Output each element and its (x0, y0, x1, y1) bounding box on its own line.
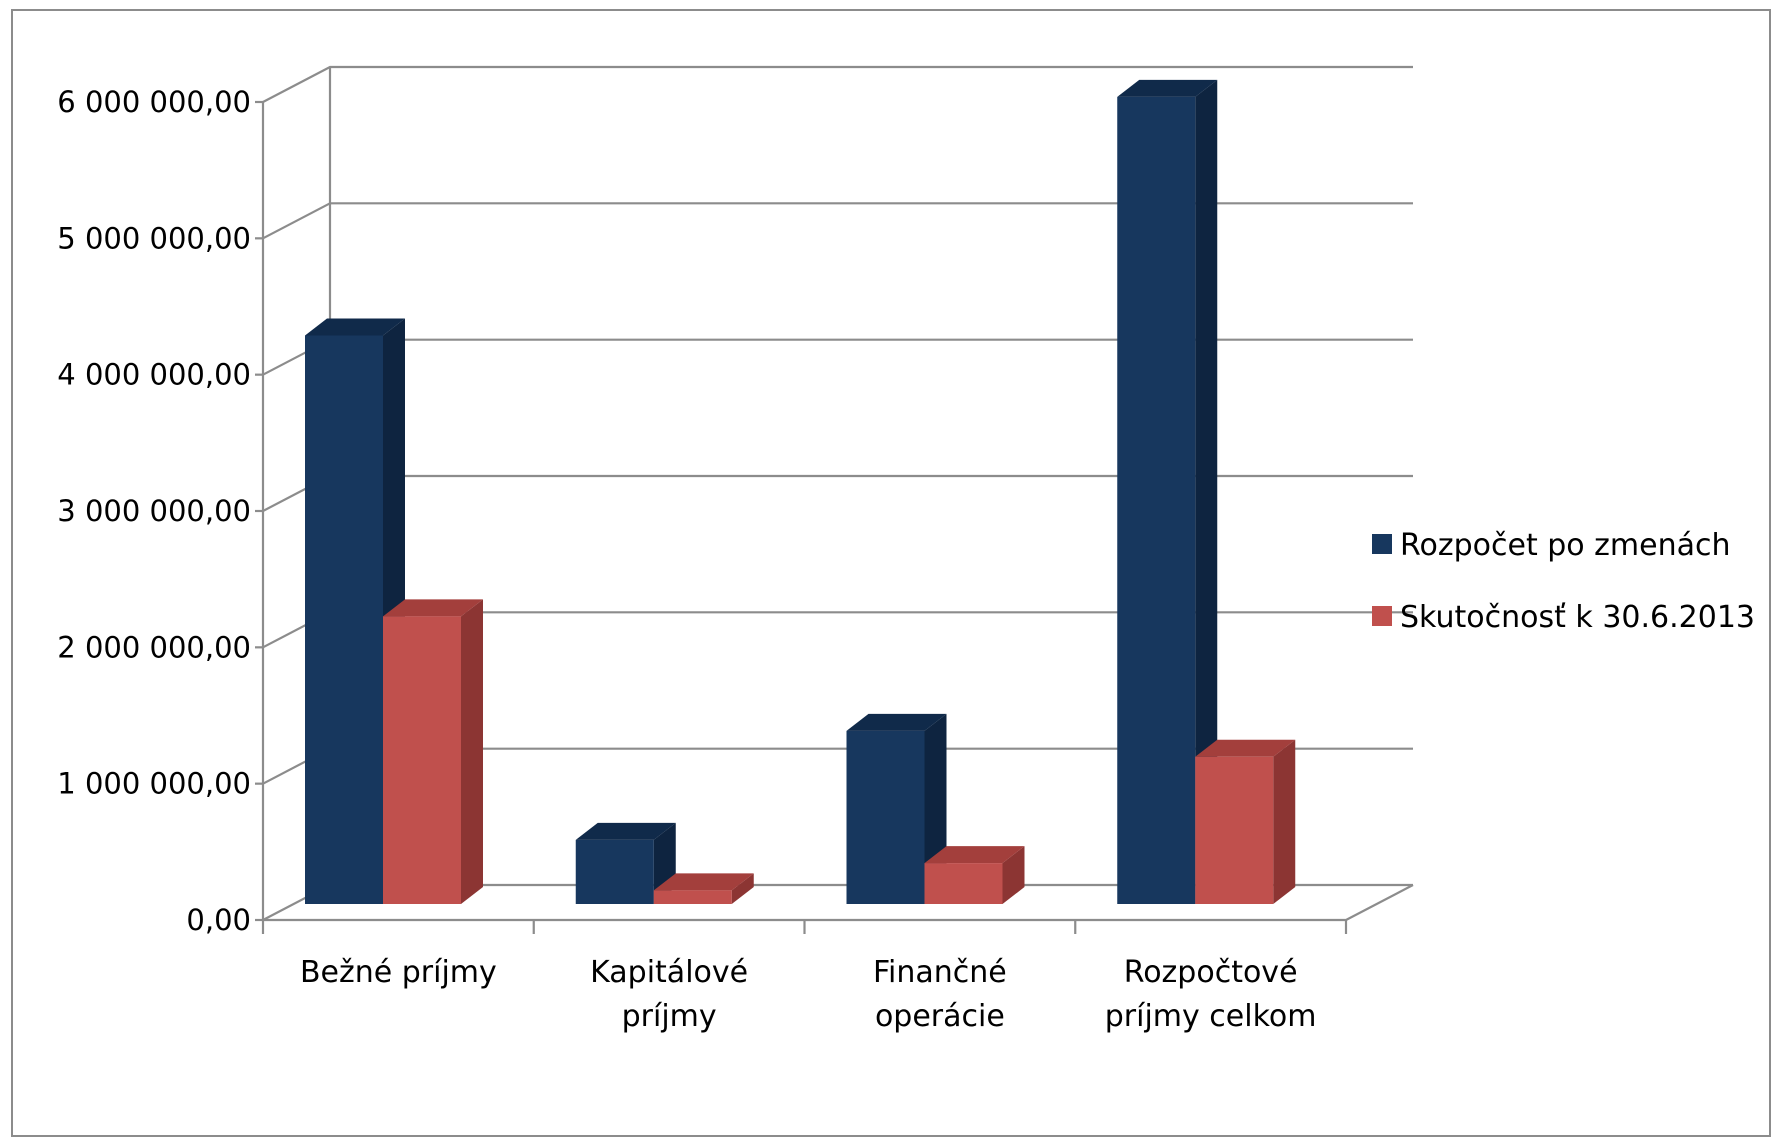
x-category-label-line: príjmy (622, 999, 717, 1034)
bar-top (653, 873, 754, 891)
legend-swatch (1372, 606, 1392, 626)
gridline-4 (262, 338, 1413, 376)
gridline-6 (262, 65, 1413, 103)
x-category-label-1: Kapitálové príjmy (590, 955, 748, 1034)
bar-top (383, 599, 483, 617)
bar-rozpocet-3 (1117, 79, 1218, 904)
bar-front (1195, 756, 1274, 904)
y-tick-label-2: 2 000 000,00 (57, 630, 251, 664)
bar-front (383, 616, 461, 904)
bar-skutocnost-2 (924, 846, 1025, 904)
x-category-label-2: Finančné operácie (873, 955, 1007, 1034)
y-tick-label-1: 1 000 000,00 (57, 767, 251, 801)
bar-front (924, 863, 1003, 904)
axis-labels: 0,00 1 000 000,00 2 000 000,00 3 000 000,00… (57, 85, 1316, 1034)
legend-item-1: Skutočnosť k 30.6.2013 (1372, 600, 1755, 635)
bar-side (731, 873, 754, 904)
y-tick-label-3: 3 000 000,00 (57, 494, 251, 528)
bar-top (575, 822, 676, 840)
bar-side (461, 599, 483, 904)
chart-frame (11, 9, 1771, 1137)
bar-top (1117, 79, 1218, 97)
bars (305, 79, 1296, 904)
gridline-3 (262, 474, 1413, 512)
bar-side (1195, 79, 1218, 904)
x-category-label-line: Kapitálové (590, 955, 748, 990)
x-category-label-line: Rozpočtové (1124, 955, 1298, 990)
x-category-label-line: príjmy celkom (1105, 999, 1317, 1034)
bar-front (575, 839, 654, 904)
bar-front (653, 890, 732, 904)
x-category-label-3: Rozpočtové príjmy celkom (1105, 955, 1317, 1034)
y-tick-label-5: 5 000 000,00 (57, 221, 251, 255)
y-tick-label-6: 6 000 000,00 (57, 85, 251, 119)
legend: Rozpočet po zmenách Skutočnosť k 30.6.201… (1372, 528, 1755, 635)
bar-top (1195, 739, 1296, 757)
bar-top (924, 846, 1025, 864)
bar-skutocnost-0 (383, 599, 483, 904)
bar-front (846, 730, 925, 904)
bar-side (1002, 846, 1025, 904)
legend-label: Rozpočet po zmenách (1400, 528, 1731, 563)
bar-skutocnost-3 (1195, 739, 1296, 904)
x-category-label-line: operácie (875, 999, 1005, 1034)
x-category-label-line: Finančné (873, 955, 1007, 990)
legend-item-0: Rozpočet po zmenách (1372, 528, 1731, 563)
bar-skutocnost-1 (653, 873, 754, 904)
bar-front (305, 335, 383, 904)
x-category-label-line: Bežné príjmy (300, 955, 497, 990)
legend-label: Skutočnosť k 30.6.2013 (1400, 600, 1755, 635)
bar-front (1117, 96, 1196, 904)
bar-top (305, 318, 405, 336)
gridline-5 (262, 202, 1413, 240)
bar-side (1273, 739, 1296, 904)
x-category-label-0: Bežné príjmy (300, 955, 497, 990)
legend-swatch (1372, 534, 1392, 554)
bar-rozpocet-1 (575, 822, 676, 904)
y-tick-label-4: 4 000 000,00 (57, 358, 251, 392)
y-tick-label-0: 0,00 (186, 903, 251, 937)
bar-top (846, 713, 947, 731)
